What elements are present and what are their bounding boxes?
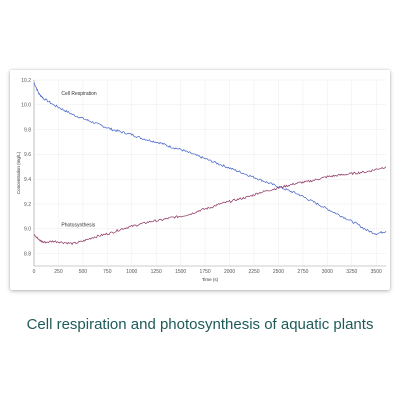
x-tick-label: 2750 bbox=[297, 269, 308, 275]
series-line-cell-respiration bbox=[33, 82, 387, 236]
chart-card: 0 250 500 750 1000 1250 1500 1750 2000 2250 2500 27… bbox=[10, 70, 390, 290]
y-axis-title: Concentration (mg/L) bbox=[16, 151, 21, 194]
y-tick-label: 9.8 bbox=[24, 127, 31, 133]
series-annotation: Cell Respiration bbox=[61, 91, 97, 97]
y-tick-label: 10.2 bbox=[21, 78, 31, 84]
line-chart: 0 250 500 750 1000 1250 1500 1750 2000 2250 2500 27… bbox=[16, 78, 387, 282]
x-tick-label: 750 bbox=[103, 269, 112, 275]
x-tick-label: 2000 bbox=[224, 269, 235, 275]
x-tick-label: 2500 bbox=[273, 269, 284, 275]
y-tick-label: 8.8 bbox=[24, 251, 31, 257]
x-tick-label: 3000 bbox=[322, 269, 333, 275]
x-tick-label: 0 bbox=[33, 269, 36, 275]
figure-caption: Cell respiration and photosynthesis of a… bbox=[26, 316, 374, 333]
x-tick-label: 3500 bbox=[371, 269, 382, 275]
x-tick-label: 1000 bbox=[126, 269, 137, 275]
y-tick-label: 9.4 bbox=[24, 177, 31, 183]
x-tick-label: 2250 bbox=[248, 269, 259, 275]
y-tick-label: 10.0 bbox=[21, 103, 31, 109]
series-annotation: Photosynthesis bbox=[61, 222, 95, 228]
x-tick-label: 500 bbox=[79, 269, 88, 275]
x-tick-label: 1500 bbox=[175, 269, 186, 275]
x-tick-label: 3250 bbox=[346, 269, 357, 275]
x-tick-label: 1250 bbox=[151, 269, 162, 275]
y-tick-label: 9.2 bbox=[24, 202, 31, 208]
x-tick-label: 250 bbox=[54, 269, 63, 275]
series-line-photosynthesis bbox=[33, 166, 387, 246]
x-axis-title: Time (s) bbox=[202, 277, 219, 282]
y-tick-label: 9.6 bbox=[24, 152, 31, 158]
x-tick-label: 1750 bbox=[200, 269, 211, 275]
y-tick-label: 9.0 bbox=[24, 227, 31, 233]
